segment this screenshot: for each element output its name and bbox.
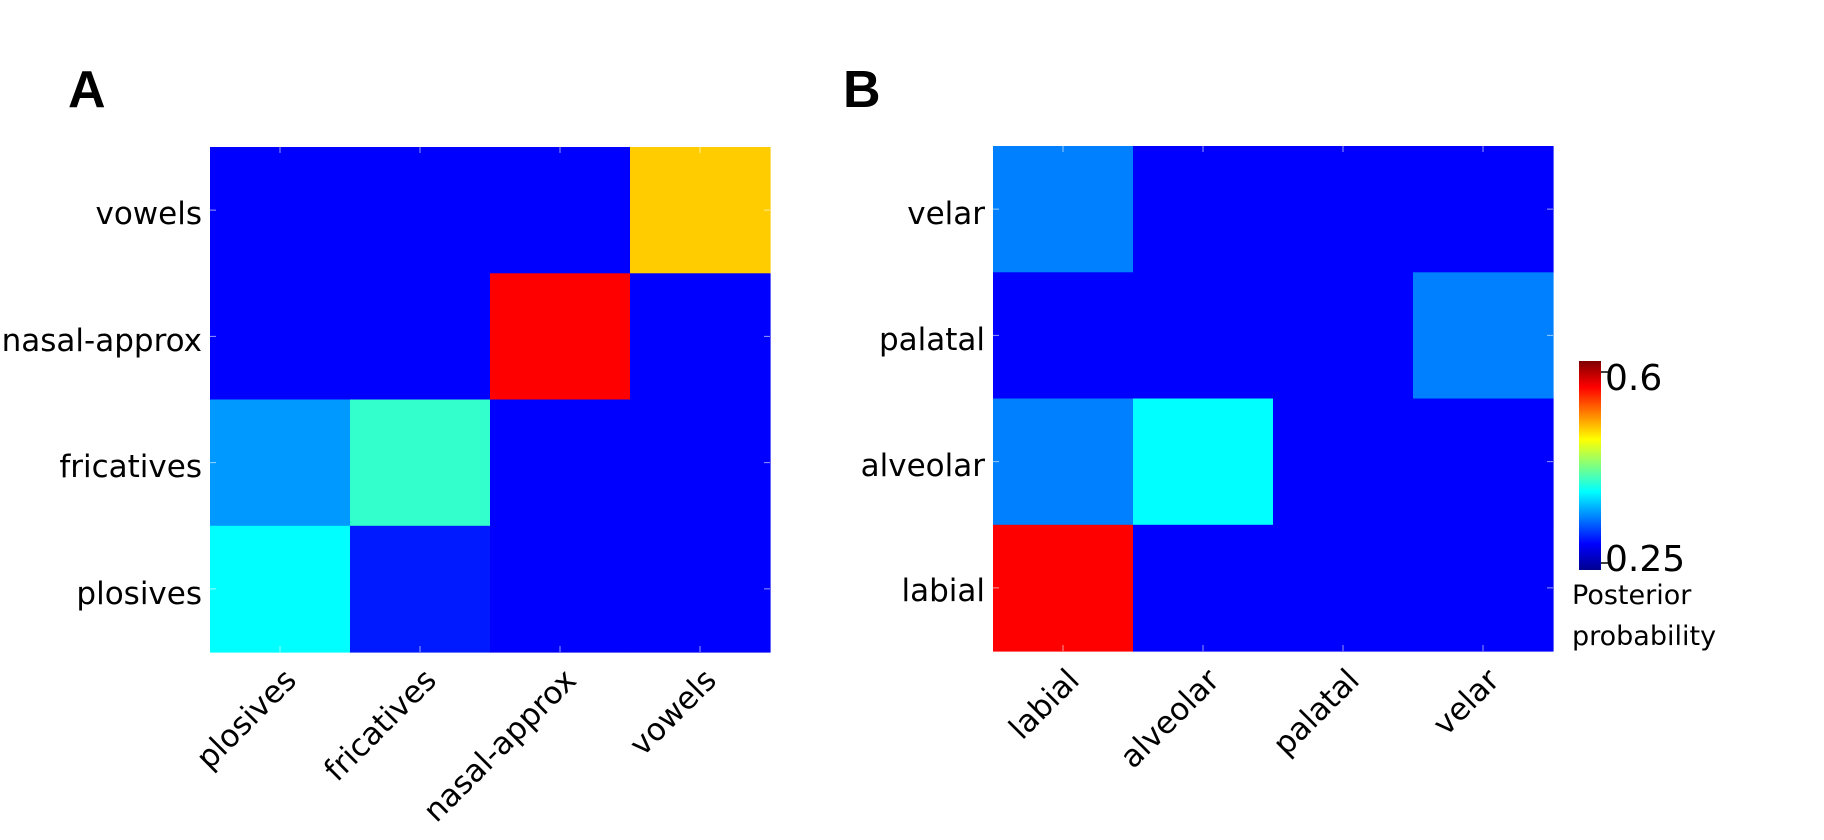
heatmap-b-cell bbox=[993, 524, 1134, 652]
heatmap-b-cell bbox=[993, 146, 1134, 273]
heatmap-b-row-label: labial bbox=[901, 573, 985, 609]
heatmap-a-cell bbox=[630, 525, 771, 653]
heatmap-b-cell bbox=[993, 398, 1134, 526]
heatmap-a-cell bbox=[490, 399, 631, 527]
heatmap-a-ticks bbox=[210, 147, 770, 652]
heatmap-a-row-label: fricatives bbox=[59, 449, 202, 485]
heatmap-a-col-label: plosives bbox=[189, 662, 303, 776]
heatmap-a-cells bbox=[210, 147, 771, 653]
colorbar-gradient bbox=[1579, 361, 1601, 570]
heatmap-a-cell bbox=[210, 147, 351, 274]
heatmap-b-cell bbox=[1133, 524, 1274, 652]
panel-a-letter: A bbox=[68, 61, 106, 119]
heatmap-a-row-label: plosives bbox=[76, 576, 202, 612]
heatmap-a-cell bbox=[210, 399, 351, 527]
panel-b-letter: B bbox=[843, 61, 881, 119]
heatmap-a-cell bbox=[350, 273, 491, 401]
heatmap-a-cell bbox=[350, 147, 491, 274]
heatmap-b-cell bbox=[1133, 272, 1274, 400]
heatmap-b-cell bbox=[1273, 524, 1414, 652]
heatmap-a-col-label: fricatives bbox=[317, 662, 443, 788]
heatmap-b-cell bbox=[1413, 272, 1554, 400]
heatmap-b-cell bbox=[1273, 398, 1414, 526]
heatmap-b-row-label: velar bbox=[907, 196, 985, 232]
heatmap-a-cell bbox=[350, 399, 491, 527]
heatmap-b-col-label: alveolar bbox=[1113, 662, 1227, 776]
heatmap-b-ticks bbox=[993, 146, 1553, 651]
heatmap-b-col-label: palatal bbox=[1266, 662, 1366, 762]
heatmap-b-cell bbox=[1133, 146, 1274, 273]
heatmap-a-cell bbox=[490, 273, 631, 401]
colorbar-title-line2: probability bbox=[1572, 621, 1716, 652]
heatmap-a-cell bbox=[490, 525, 631, 653]
heatmap-a-col-label: vowels bbox=[623, 662, 724, 763]
heatmap-b-cell bbox=[1133, 398, 1274, 526]
colorbar-min-label: 0.25 bbox=[1605, 539, 1685, 580]
heatmap-a-row-label: nasal-approx bbox=[2, 323, 202, 359]
heatmap-b-cell bbox=[1273, 272, 1414, 400]
heatmap-b-cell bbox=[1413, 398, 1554, 526]
heatmap-b-col-label: labial bbox=[1002, 662, 1087, 747]
heatmap-a-cell bbox=[630, 399, 771, 527]
heatmap-b-row-label: alveolar bbox=[861, 448, 986, 484]
heatmap-panel-a: A vowels nasal-approx fricatives plosive… bbox=[2, 61, 771, 829]
heatmap-b-cells bbox=[993, 146, 1554, 652]
colorbar-max-label: 0.6 bbox=[1605, 358, 1662, 399]
heatmap-b-cell bbox=[1413, 524, 1554, 652]
heatmap-b-row-label: palatal bbox=[879, 322, 985, 358]
heatmap-b-cell bbox=[993, 272, 1134, 400]
heatmap-a-cell bbox=[350, 525, 491, 653]
heatmap-a-row-label: vowels bbox=[95, 196, 202, 232]
heatmap-a-cell bbox=[630, 273, 771, 401]
heatmap-b-cell bbox=[1413, 146, 1554, 273]
colorbar-title-line1: Posterior bbox=[1572, 580, 1692, 611]
heatmap-b-col-label: velar bbox=[1426, 662, 1507, 743]
colorbar: 0.6 0.25 Posterior probability bbox=[1572, 358, 1716, 652]
heatmap-a-cell bbox=[210, 525, 351, 653]
heatmap-a-cell bbox=[210, 273, 351, 401]
heatmap-panel-b: B velar palatal alveolar labial labial a… bbox=[843, 61, 1554, 776]
heatmap-b-cell bbox=[1273, 146, 1414, 273]
heatmap-a-cell bbox=[490, 147, 631, 274]
heatmap-a-cell bbox=[630, 147, 771, 274]
